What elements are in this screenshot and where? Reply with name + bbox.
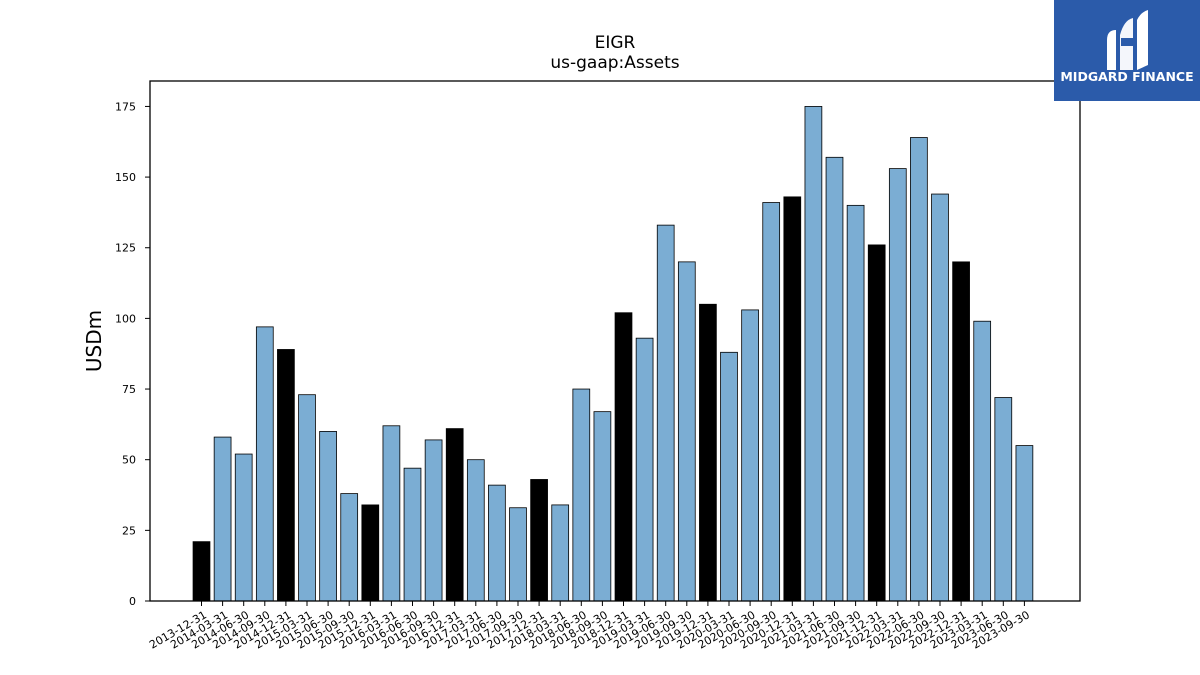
plot-area: 02550751001251501752013-12-312014-03-312… — [115, 100, 1034, 652]
bar-2015-12-31 — [361, 504, 380, 602]
brand-logo: MIDGARD FINANCE — [1054, 0, 1200, 101]
bar-2017-12-31 — [530, 479, 548, 602]
bar-2016-09-30 — [424, 439, 443, 602]
y-tick-label: 75 — [122, 383, 136, 396]
bar-2020-03-31 — [720, 351, 738, 602]
bar-2014-06-30 — [234, 453, 253, 602]
y-tick-label: 0 — [129, 595, 136, 608]
y-tick-label: 125 — [115, 242, 136, 255]
bar-2021-06-30 — [825, 156, 844, 602]
bar-2022-03-31 — [888, 168, 907, 602]
y-tick-label: 175 — [115, 100, 136, 113]
bar-2018-12-31 — [614, 312, 633, 602]
bar-2019-09-30 — [677, 261, 696, 602]
bar-2013-12-31 — [192, 541, 211, 602]
bar-2019-06-30 — [656, 224, 675, 602]
bar-2014-03-31 — [213, 436, 232, 602]
y-tick-label: 150 — [115, 171, 136, 184]
bar-2017-03-31 — [466, 459, 485, 602]
bar-2020-09-30 — [762, 202, 781, 602]
bar-2016-06-30 — [403, 467, 422, 602]
bar-2020-12-31 — [783, 196, 802, 602]
plot-frame — [149, 80, 1081, 602]
bar-2016-12-31 — [445, 428, 464, 602]
bar-2018-03-31 — [551, 504, 570, 602]
bar-2018-06-30 — [572, 388, 591, 602]
bar-2022-09-30 — [931, 193, 949, 602]
bar-2014-09-30 — [255, 326, 274, 602]
bar-2019-12-31 — [699, 303, 717, 602]
bar-2014-12-31 — [277, 349, 295, 602]
bar-2021-09-30 — [846, 204, 865, 602]
bar-2023-09-30 — [1015, 445, 1034, 602]
bar-2018-09-30 — [593, 411, 612, 602]
bar-2021-12-31 — [867, 244, 886, 602]
bar-2021-03-31 — [804, 106, 823, 602]
bar-2016-03-31 — [382, 425, 401, 602]
y-tick-label: 25 — [122, 524, 136, 537]
bar-2015-06-30 — [319, 431, 337, 602]
y-tick-label: 100 — [115, 312, 136, 325]
y-axis-label: USDm — [82, 310, 106, 372]
bar-2015-09-30 — [340, 493, 359, 602]
chart-subtitle: us-gaap:Assets — [550, 53, 679, 73]
bar-2017-09-30 — [509, 507, 527, 602]
bar-2019-03-31 — [635, 337, 654, 602]
bar-2023-03-31 — [973, 320, 992, 602]
bar-2017-06-30 — [488, 484, 506, 602]
bar-2022-06-30 — [910, 137, 928, 602]
chart-title: EIGR — [595, 33, 636, 53]
bar-2023-06-30 — [994, 397, 1013, 602]
bar-2022-12-31 — [952, 261, 970, 602]
brand-name: MIDGARD FINANCE — [1060, 69, 1193, 84]
y-tick-label: 50 — [122, 454, 136, 467]
bar-2015-03-31 — [298, 394, 316, 602]
midgard-m-logo-icon — [1107, 10, 1148, 70]
bar-2020-06-30 — [741, 309, 759, 602]
